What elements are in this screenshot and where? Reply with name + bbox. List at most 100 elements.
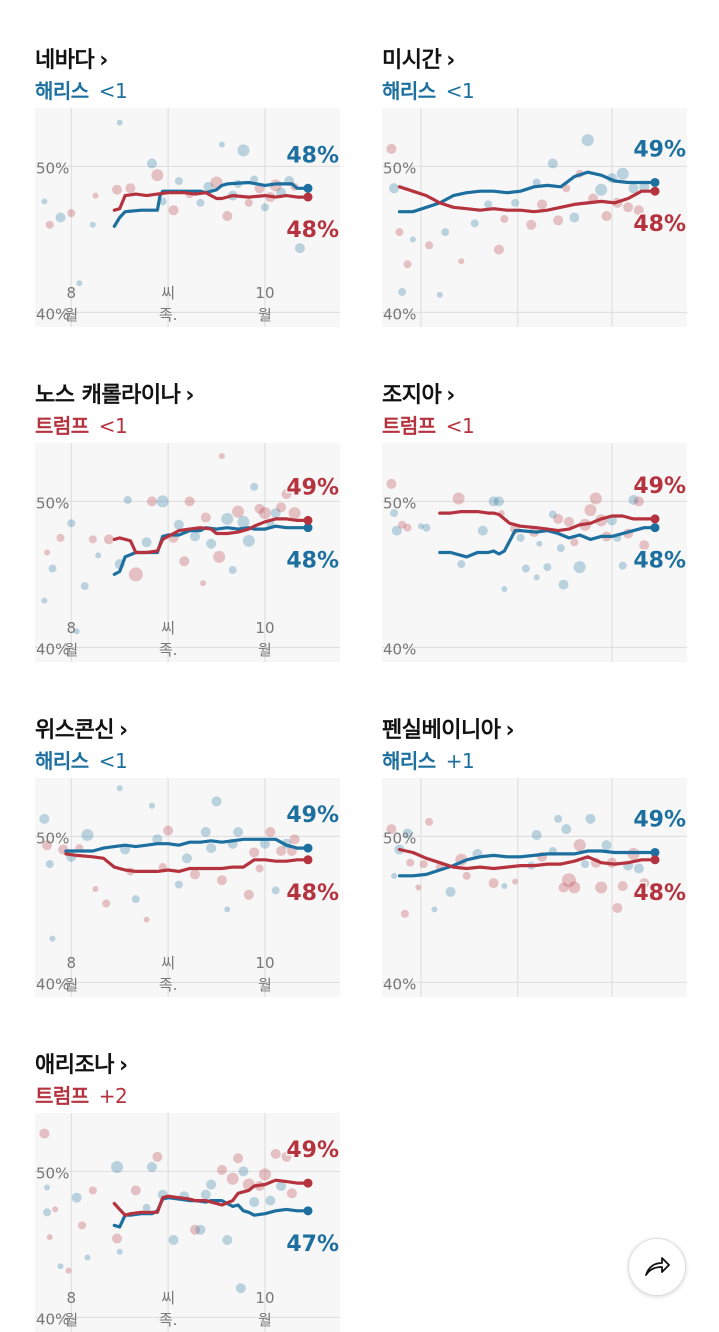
poll-dot [402, 828, 413, 839]
poll-dot [458, 258, 465, 265]
state-name: 애리조나 [35, 1053, 114, 1078]
poll-dot [88, 535, 97, 544]
series-end-dot [303, 515, 313, 525]
poll-dot [403, 523, 412, 532]
poll-dot [235, 1283, 246, 1294]
poll-dot [532, 178, 541, 187]
series-end-dot [303, 192, 313, 202]
poll-dot [88, 1186, 97, 1195]
state-title-link[interactable]: 펜실베이니아 › [382, 712, 515, 744]
poll-dot [415, 884, 422, 891]
series-end-dot [303, 523, 313, 533]
poll-dot [493, 496, 504, 507]
poll-dot [569, 212, 580, 223]
poll-dot [452, 492, 465, 505]
poll-dot [131, 895, 140, 904]
poll-dot [195, 1224, 206, 1235]
poll-dot [254, 503, 265, 514]
lead-summary: 트럼프 <1 [382, 410, 475, 439]
series-end-dot [303, 183, 313, 193]
series-line-harris [397, 849, 657, 878]
lead-summary: 해리스 <1 [35, 75, 128, 104]
state-title-link[interactable]: 애리조나 › [35, 1047, 128, 1079]
poll-dot [112, 184, 123, 195]
series-end-label: 48% [286, 549, 339, 574]
poll-dot [386, 143, 397, 154]
poll-dot [67, 519, 76, 528]
poll-dot [116, 1248, 123, 1255]
series-end-label: 48% [633, 881, 686, 906]
poll-dot [265, 827, 276, 838]
poll-dot [76, 280, 83, 287]
poll-dot [391, 872, 398, 879]
poll-dot [190, 531, 201, 542]
poll-dot [213, 550, 226, 563]
poll-dot [558, 579, 569, 590]
x-tick-label: 씨 [161, 284, 175, 302]
x-tick-label: 씨 [161, 954, 175, 972]
poll-dot [390, 509, 399, 518]
poll-dot [561, 873, 576, 888]
poll-dot [250, 482, 259, 491]
poll-dot [276, 846, 287, 856]
poll-dot [255, 864, 264, 873]
poll-dot [233, 827, 244, 838]
series-line-harris [64, 837, 310, 853]
x-tick-label: 월 [258, 641, 272, 659]
poll-dot [55, 212, 66, 223]
series-line-harris [112, 524, 310, 576]
poll-dot [228, 566, 237, 575]
poll-dot [244, 198, 253, 207]
poll-dot [595, 881, 608, 894]
poll-dot [142, 1203, 151, 1212]
poll-dot [222, 211, 233, 222]
leader-name: 해리스 [382, 79, 436, 103]
y-tick-label: 50% [36, 829, 69, 847]
share-button[interactable] [628, 1238, 686, 1296]
poll-dot [39, 813, 50, 824]
x-tick-label: 씨 [161, 1289, 175, 1307]
state-title-link[interactable]: 네바다 › [35, 42, 108, 74]
x-tick-label: 월 [258, 1311, 272, 1329]
y-tick-label: 50% [36, 159, 69, 177]
poll-dot [211, 796, 222, 807]
poll-dot [123, 495, 132, 504]
state-title-link[interactable]: 조지아 › [382, 377, 455, 409]
poll-dot [270, 1148, 281, 1159]
poll-dot [203, 181, 214, 192]
poll-dot [143, 916, 150, 923]
poll-dot [44, 1184, 51, 1191]
leader-name: 트럼프 [35, 1084, 89, 1108]
state-title-link[interactable]: 미시간 › [382, 42, 455, 74]
poll-dot [265, 1195, 276, 1206]
poll-dot [639, 181, 650, 192]
poll-dot [95, 552, 102, 559]
state-title-link[interactable]: 위스콘신 › [35, 712, 128, 744]
poll-dot [206, 843, 217, 854]
series-end-label: 48% [286, 143, 339, 168]
poll-dot [80, 582, 89, 591]
poll-dot [548, 510, 557, 519]
poll-dot [168, 1235, 179, 1246]
poll-dot [445, 886, 456, 897]
poll-dot [259, 838, 270, 849]
poll-dot [406, 858, 415, 867]
poll-dot [179, 556, 190, 567]
poll-dot [633, 205, 644, 216]
poll-dot [294, 243, 305, 254]
state-title-link[interactable]: 노스 캐롤라이나 › [35, 377, 194, 409]
chevron-right-icon: › [446, 48, 455, 73]
poll-dot [237, 515, 250, 528]
poll-dot [533, 574, 540, 581]
poll-dot [200, 512, 211, 523]
poll-dot [206, 538, 217, 549]
poll-dot [386, 824, 397, 835]
series-line-trump [112, 1178, 310, 1217]
x-tick-label: 월 [64, 1311, 78, 1329]
y-tick-label: 50% [383, 159, 416, 177]
poll-dot [200, 1189, 211, 1200]
lead-margin: <1 [98, 414, 128, 438]
series-line-trump [438, 509, 657, 533]
y-tick-label: 40% [383, 305, 416, 323]
poll-dot [200, 827, 211, 838]
